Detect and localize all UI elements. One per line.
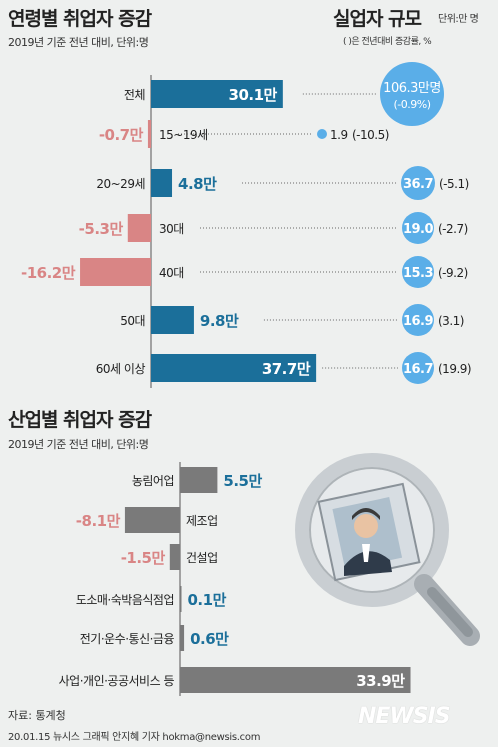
age-bar-2 [151, 169, 173, 197]
newsis-logo: NEWSIS [358, 704, 451, 729]
industry-bar-2 [169, 544, 180, 570]
unemp-circle-5 [402, 304, 434, 336]
unemployment-unit: 단위:만 명 [438, 14, 479, 25]
unemp-change-label-2: (-5.1) [439, 177, 469, 191]
unemp-change-label-3: (-2.7) [438, 222, 468, 236]
industry-category-label-5: 사업·개인·공공서비스 등 [59, 674, 175, 688]
age-bar-0 [151, 80, 283, 108]
age-category-label-3: 30대 [159, 222, 184, 236]
age-bar-3 [127, 214, 151, 242]
unemp-change-label-0: (-0.9%) [394, 98, 431, 111]
unemp-value-label-1: 1.9 [330, 128, 348, 142]
unemp-change-label-6: (19.9) [438, 362, 471, 376]
unemp-change-label-5: (3.1) [438, 314, 464, 328]
industry-value-label-5: 33.9만 [356, 672, 405, 690]
industry-category-label-1: 제조업 [186, 514, 218, 528]
unemployment-note: ( )은 전년대비 증감률, % [343, 37, 432, 47]
unemp-circle-4 [402, 256, 434, 288]
industry-chart-title: 산업별 취업자 증감 [8, 409, 152, 431]
unemp-circle-6 [402, 352, 434, 384]
age-value-label-2: 4.8만 [178, 175, 217, 193]
industry-chart-subtitle: 2019년 기준 전년 대비, 단위:명 [8, 438, 149, 451]
unemp-change-label-4: (-9.2) [438, 266, 468, 280]
age-bar-1 [147, 120, 151, 148]
unemp-circle-2 [401, 166, 435, 200]
age-category-label-5: 50대 [120, 314, 145, 328]
age-category-label-4: 40대 [159, 266, 184, 280]
age-bar-5 [151, 306, 194, 334]
age-category-label-0: 전체 [124, 88, 145, 102]
industry-bar-3 [180, 586, 182, 612]
age-value-label-6: 37.7만 [262, 360, 311, 378]
unemp-value-label-0: 106.3만명 [383, 81, 441, 96]
industry-value-label-2: -1.5만 [121, 549, 166, 567]
industry-category-label-2: 건설업 [186, 551, 218, 565]
unemp-value-label-6: 16.7 [403, 362, 434, 377]
source-note: 자료: 통계청 [8, 709, 66, 722]
credit-line: 20.01.15 뉴시스 그래픽 안지혜 기자 hokma@newsis.com [8, 732, 261, 743]
industry-category-label-4: 전기·운수·통신·금융 [80, 632, 175, 646]
age-bar-4 [80, 258, 151, 286]
age-value-label-3: -5.3만 [79, 220, 124, 238]
unemp-value-label-2: 36.7 [403, 177, 434, 192]
industry-bar-5 [180, 667, 411, 693]
unemp-circle-3 [402, 212, 434, 244]
unemp-change-label-1: (-10.5) [352, 128, 389, 142]
age-chart-title: 연령별 취업자 증감 [8, 8, 152, 30]
industry-category-label-0: 농림어업 [132, 474, 174, 488]
magnifier-icon [295, 453, 480, 646]
unemp-circle-0 [380, 62, 444, 126]
age-value-label-5: 9.8만 [200, 312, 239, 330]
industry-bar-0 [180, 467, 218, 493]
age-chart-subtitle: 2019년 기준 전년 대비, 단위:명 [8, 36, 149, 49]
unemp-value-label-4: 15.3 [403, 266, 434, 281]
industry-category-label-3: 도소매·숙박음식점업 [76, 593, 174, 607]
age-category-label-1: 15~19세 [159, 128, 208, 142]
unemployment-title: 실업자 규모 [333, 8, 422, 30]
age-value-label-4: -16.2만 [21, 264, 76, 282]
age-category-label-6: 60세 이상 [96, 362, 146, 376]
age-category-label-2: 20~29세 [96, 177, 145, 191]
industry-bar-1 [124, 507, 180, 533]
industry-value-label-1: -8.1만 [76, 512, 121, 530]
industry-value-label-0: 5.5만 [223, 472, 262, 490]
age-bar-6 [151, 354, 317, 382]
id-photo-icon [317, 482, 421, 582]
unemp-circle-1 [317, 129, 327, 139]
age-value-label-1: -0.7만 [99, 126, 144, 144]
industry-value-label-3: 0.1만 [188, 591, 227, 609]
unemp-value-label-5: 16.9 [403, 314, 434, 329]
unemp-value-label-3: 19.0 [403, 222, 434, 237]
industry-bar-4 [180, 625, 185, 651]
age-value-label-0: 30.1만 [229, 86, 278, 104]
industry-value-label-4: 0.6만 [190, 630, 229, 648]
